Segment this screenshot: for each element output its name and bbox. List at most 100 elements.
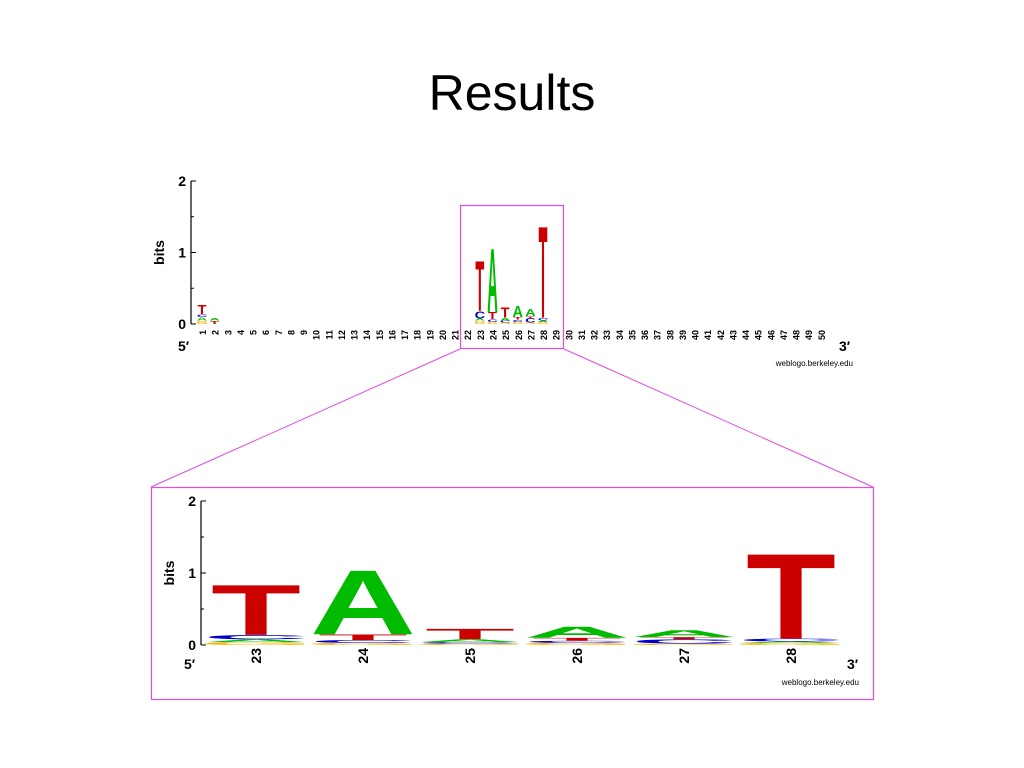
logo1-position-label-30: 30 — [564, 330, 574, 340]
logo2-credit-text: weblogo.berkeley.edu — [781, 678, 859, 687]
logo1-position-label-29: 29 — [552, 330, 562, 340]
logo1-position-label-21: 21 — [451, 330, 461, 340]
logo2-letter-24-T: T — [318, 633, 408, 642]
logo1-position-label-42: 42 — [716, 330, 726, 340]
logo1-position-label-20: 20 — [438, 330, 448, 340]
logo1-letter-26-T: T — [513, 316, 523, 320]
logo1-letter-25-A: A — [500, 317, 511, 321]
logo1-y-tick-label: 1 — [178, 245, 186, 261]
logo1-position-label-46: 46 — [766, 330, 776, 340]
logo1-position-label-15: 15 — [375, 330, 385, 340]
logo1-position-label-25: 25 — [501, 330, 511, 340]
logo1-position-label-19: 19 — [425, 330, 435, 340]
logo1-position-label-44: 44 — [741, 330, 751, 340]
logo1-position-label-2: 2 — [211, 330, 221, 335]
logo1-position-label-36: 36 — [640, 330, 650, 340]
logo1-position-label-3: 3 — [223, 330, 233, 335]
logo1-letter-2-A: A — [209, 317, 220, 321]
logo1-position-label-50: 50 — [817, 330, 827, 340]
logo1-position-label-13: 13 — [350, 330, 360, 340]
logo1-letter-27-C: C — [525, 318, 536, 324]
logo1-position-label-11: 11 — [324, 330, 334, 340]
logo2-y-tick-label: 0 — [188, 637, 196, 653]
logo2-letter-27-T: T — [639, 637, 729, 640]
logo1-position-label-32: 32 — [590, 330, 600, 340]
logo1-letter-28-A: A — [538, 320, 549, 322]
logo2-letter-26-G: G — [520, 642, 635, 645]
logo1-position-label-1: 1 — [198, 330, 208, 335]
logo2-five-prime-label: 5′ — [184, 656, 196, 672]
logo1-position-label-18: 18 — [413, 330, 423, 340]
logo2-position-label-27: 27 — [676, 648, 692, 664]
logo1-letter-1-A: A — [197, 316, 208, 321]
slide-title: Results — [428, 65, 596, 121]
logo1-letter-26-A: A — [512, 303, 523, 321]
logo1-letter-2-T: T — [210, 320, 219, 325]
logo1-position-label-24: 24 — [488, 330, 498, 340]
logo2-letter-25-T: T — [425, 626, 515, 643]
logo1-letter-24-A: A — [487, 229, 498, 331]
logo1-position-label-39: 39 — [678, 330, 688, 340]
logo1-five-prime-label: 5′ — [178, 338, 190, 354]
logo1-letter-25-T: T — [501, 305, 510, 321]
logo2-letter-24-C: C — [310, 639, 416, 643]
logo1-y-axis-label: bits — [151, 240, 167, 265]
logo2-letter-27-A: A — [631, 628, 737, 639]
logo2-letter-25-A: A — [417, 639, 523, 643]
logo2-letter-23-C: C — [203, 634, 309, 641]
highlight-box-top — [459, 204, 565, 350]
logo1-letter-23-C: C — [475, 310, 486, 321]
logo2-letter-25-G: G — [413, 643, 528, 645]
logo1-letter-27-T: T — [526, 316, 536, 319]
logo2-position-label-24: 24 — [355, 648, 371, 664]
zoom-line-right — [563, 348, 874, 488]
logo1-position-label-49: 49 — [804, 330, 814, 340]
logo1-position-label-28: 28 — [539, 330, 549, 340]
logo1-letter-27-G: G — [525, 322, 536, 324]
logo1-position-label-26: 26 — [514, 330, 524, 340]
logo1-position-label-37: 37 — [653, 330, 663, 340]
logo1-letter-28-C: C — [538, 317, 549, 321]
logo1-position-label-23: 23 — [476, 330, 486, 340]
logo1-letter-25-G: G — [499, 322, 510, 324]
logo2-letter-24-G: G — [306, 642, 421, 645]
logo1-position-label-48: 48 — [792, 330, 802, 340]
logo1-position-label-5: 5 — [249, 330, 259, 335]
logo1-letter-26-C: C — [512, 319, 523, 322]
zoom-line-left — [150, 348, 461, 488]
logo2-y-tick-label: 1 — [188, 565, 196, 581]
zoom-box — [150, 486, 875, 701]
logo1-position-label-43: 43 — [728, 330, 738, 340]
logo1-position-label-12: 12 — [337, 330, 347, 340]
logo1-position-label-14: 14 — [362, 330, 372, 340]
logo2-position-label-28: 28 — [783, 648, 799, 664]
logo1-letter-24-T: T — [488, 310, 497, 321]
logo2-letter-23-G: G — [199, 641, 314, 645]
logo1-position-label-31: 31 — [577, 330, 587, 340]
logo2-letter-24-A: A — [310, 552, 416, 655]
logo1-letter-1-C: C — [197, 314, 208, 318]
logo1-position-label-45: 45 — [754, 330, 764, 340]
logo1-position-label-35: 35 — [627, 330, 637, 340]
logo1-position-label-8: 8 — [286, 330, 296, 335]
logo1-letter-25-C: C — [500, 320, 511, 323]
logo1-position-label-40: 40 — [691, 330, 701, 340]
logo2-letter-26-A: A — [524, 623, 630, 641]
logo1-credit-text: weblogo.berkeley.edu — [775, 359, 853, 368]
logo1-position-label-7: 7 — [274, 330, 284, 335]
logo1-letter-1-T: T — [198, 303, 208, 317]
logo2-y-tick-label: 2 — [188, 493, 196, 509]
logo2-letter-27-C: C — [631, 638, 737, 645]
logo1-position-label-16: 16 — [387, 330, 397, 340]
logo1-letter-28-G: G — [537, 321, 548, 324]
logo2-letter-23-A: A — [203, 639, 309, 643]
logo1-position-label-33: 33 — [602, 330, 612, 340]
logo1-letter-27-A: A — [525, 307, 536, 318]
logo1-position-label-38: 38 — [665, 330, 675, 340]
logo1-letter-23-T: T — [475, 246, 484, 326]
logo2-letter-27-G: G — [627, 643, 742, 645]
logo2-position-label-26: 26 — [569, 648, 585, 664]
logo1-position-label-41: 41 — [703, 330, 713, 340]
logo2-letter-26-C: C — [524, 640, 630, 643]
